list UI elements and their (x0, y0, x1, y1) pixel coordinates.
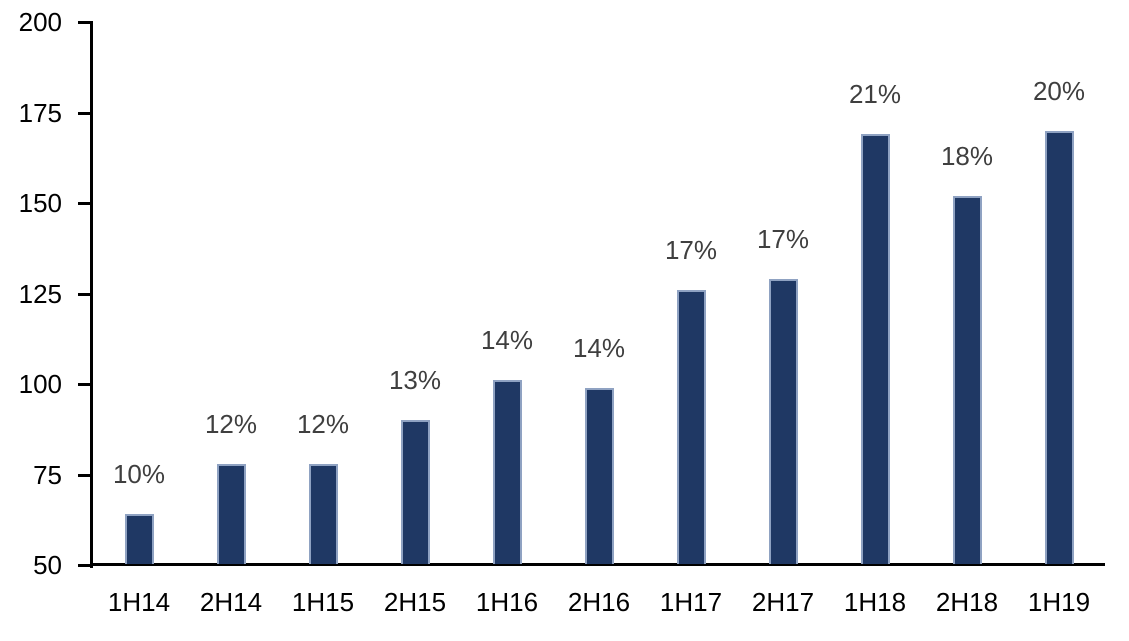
y-tick (78, 383, 91, 386)
y-tick-label: 100 (18, 369, 62, 399)
x-tick-label: 2H14 (199, 587, 263, 617)
y-tick-label: 175 (18, 98, 62, 128)
y-tick-label: 200 (18, 7, 62, 37)
bar (217, 464, 246, 564)
x-tick-label: 1H18 (843, 587, 907, 617)
y-tick-label: 125 (18, 279, 62, 309)
x-tick-label: 2H16 (567, 587, 631, 617)
bar (677, 290, 706, 564)
bar (493, 380, 522, 564)
bar-data-label: 10% (112, 459, 166, 489)
y-tick (78, 474, 91, 477)
y-tick-label: 150 (18, 188, 62, 218)
bar-data-label: 21% (848, 79, 902, 109)
bar-data-label: 17% (664, 235, 718, 265)
y-tick (78, 293, 91, 296)
y-axis-line (90, 21, 93, 568)
bar (861, 134, 890, 564)
x-tick-label: 2H17 (751, 587, 815, 617)
bar (769, 279, 798, 564)
bar-data-label: 12% (204, 409, 258, 439)
x-tick-label: 1H15 (291, 587, 355, 617)
y-tick (78, 21, 91, 24)
y-tick-label: 50 (33, 550, 62, 580)
x-tick-label: 2H15 (383, 587, 447, 617)
y-tick-label: 75 (33, 460, 62, 490)
bar (401, 420, 430, 564)
x-tick-label: 1H16 (475, 587, 539, 617)
bar (125, 514, 154, 564)
x-tick-label: 1H14 (107, 587, 171, 617)
x-tick-label: 1H17 (659, 587, 723, 617)
bar (309, 464, 338, 564)
bar-data-label: 20% (1032, 76, 1086, 106)
bar-data-label: 12% (296, 409, 350, 439)
y-tick (78, 202, 91, 205)
y-tick (78, 112, 91, 115)
bar-data-label: 13% (388, 365, 442, 395)
bar-data-label: 14% (480, 325, 534, 355)
x-tick-label: 1H19 (1027, 587, 1091, 617)
y-tick (78, 564, 91, 567)
bar (1045, 131, 1074, 564)
bar-data-label: 17% (756, 224, 810, 254)
bar (585, 388, 614, 564)
x-tick-label: 2H18 (935, 587, 999, 617)
bar-data-label: 14% (572, 333, 626, 363)
bar (953, 196, 982, 564)
x-axis-line (90, 563, 1105, 566)
bar-data-label: 18% (940, 141, 994, 171)
